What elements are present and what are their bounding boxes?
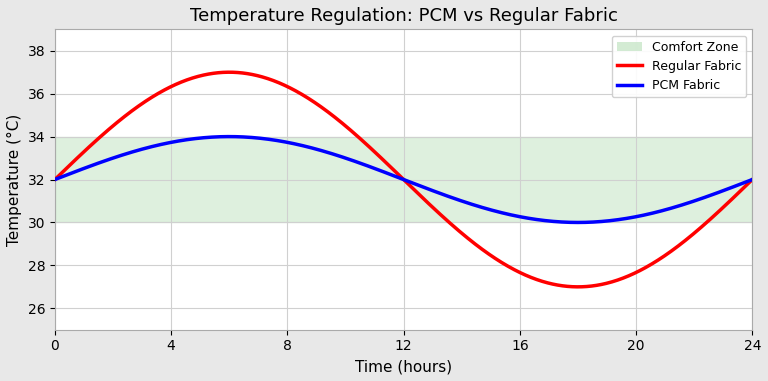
Bar [55, 137, 753, 223]
X-axis label: Time (hours): Time (hours) [355, 359, 452, 374]
Y-axis label: Temperature (°C): Temperature (°C) [7, 114, 22, 246]
Legend: Comfort Zone, Regular Fabric, PCM Fabric: Comfort Zone, Regular Fabric, PCM Fabric [611, 35, 746, 97]
Title: Temperature Regulation: PCM vs Regular Fabric: Temperature Regulation: PCM vs Regular F… [190, 7, 617, 25]
